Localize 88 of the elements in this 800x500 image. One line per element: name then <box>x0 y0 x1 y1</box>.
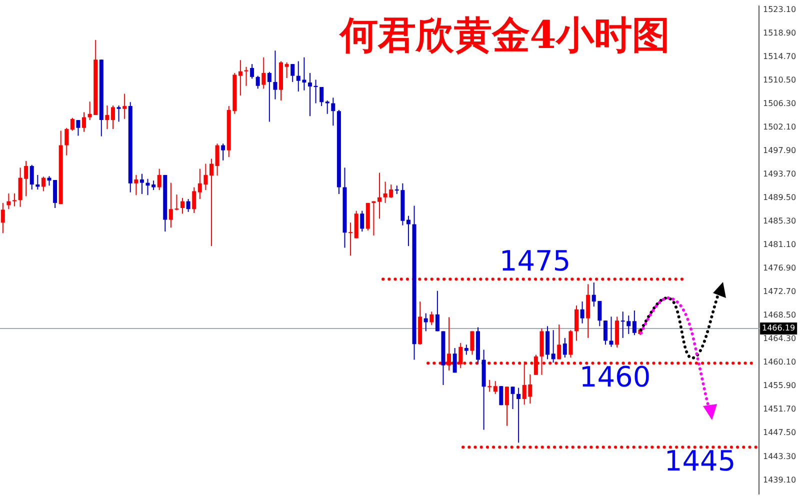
candlestick <box>609 316 614 348</box>
y-tick-label: 1451.70 <box>763 404 796 414</box>
candlestick <box>116 104 121 122</box>
candlestick <box>504 386 509 426</box>
candlestick <box>0 202 5 234</box>
candlestick <box>12 192 16 207</box>
candlestick <box>41 176 46 192</box>
y-tick-label: 1472.70 <box>763 287 796 296</box>
y-tick-label: 1518.90 <box>763 28 796 38</box>
candlestick <box>122 93 127 120</box>
candlestick <box>209 158 214 247</box>
candlestick <box>360 210 364 232</box>
y-tick-label: 1464.30 <box>763 334 796 344</box>
y-tick-label: 1481.10 <box>763 240 796 250</box>
candlestick <box>221 143 226 161</box>
candlestick <box>82 112 86 132</box>
y-tick-label: 1510.50 <box>763 75 796 84</box>
candlestick <box>580 301 584 324</box>
y-tick-label: 1439.10 <box>763 475 796 484</box>
candlestick <box>53 179 58 208</box>
candlestick <box>574 304 578 342</box>
candlestick <box>157 168 162 191</box>
candlestick <box>105 104 110 130</box>
ref-line-label: 1475 <box>499 244 571 278</box>
candlestick <box>424 312 428 332</box>
y-tick-label: 1514.70 <box>763 52 796 61</box>
candlestick <box>493 380 498 394</box>
candlestick <box>546 326 550 360</box>
candlestick <box>30 164 34 190</box>
ref-line-label: 1466.19 <box>762 324 796 333</box>
candlestick <box>632 310 636 336</box>
candlestick <box>152 180 156 191</box>
candlestick <box>325 100 330 114</box>
y-tick-label: 1443.30 <box>763 452 796 461</box>
candlestick <box>110 104 115 130</box>
candlestick <box>378 172 382 220</box>
y-tick-label: 1476.90 <box>763 264 796 273</box>
candlestick <box>262 56 266 90</box>
candlestick <box>348 222 353 256</box>
candlestick <box>192 186 196 214</box>
candlestick <box>320 86 324 107</box>
candlestick <box>308 72 312 117</box>
candlestick <box>284 62 289 79</box>
candlestick <box>250 64 254 80</box>
candlestick <box>562 337 567 358</box>
y-tick-label: 1460.10 <box>763 358 796 367</box>
candlestick <box>267 71 272 122</box>
candlestick <box>435 290 440 332</box>
candlestick <box>586 284 590 338</box>
candlestick <box>215 143 220 176</box>
candlestick <box>430 311 434 326</box>
candlestick <box>256 75 260 90</box>
candlestick <box>180 197 185 214</box>
y-tick-label: 1497.90 <box>763 146 796 155</box>
y-tick-label: 1485.30 <box>763 216 796 226</box>
candlestick <box>238 60 242 96</box>
candlestick <box>557 324 562 360</box>
candlestick <box>568 330 573 358</box>
y-tick-label: 1506.30 <box>763 98 796 108</box>
y-tick-label: 1493.70 <box>763 169 796 178</box>
y-tick-label: 1455.90 <box>763 381 796 390</box>
candlestick <box>331 97 336 126</box>
candlestick <box>70 117 74 132</box>
y-tick-label: 1468.50 <box>763 310 796 320</box>
candlestick <box>510 386 515 410</box>
candlestick <box>551 330 556 364</box>
candlestick <box>273 50 278 100</box>
candlestick <box>452 348 457 374</box>
candlestick <box>603 320 608 346</box>
ref-line-label: 1460 <box>579 360 651 394</box>
candlestick <box>499 386 504 406</box>
candlestick <box>76 120 80 136</box>
y-tick-label: 1502.10 <box>763 122 796 132</box>
candlestick <box>516 387 521 444</box>
candlestick <box>140 173 144 194</box>
candlestick <box>290 64 295 82</box>
candlestick <box>64 127 69 156</box>
candlestick <box>47 176 52 186</box>
candlestick <box>464 344 468 356</box>
candlestick <box>186 198 190 212</box>
y-tick-label: 1523.10 <box>763 4 796 14</box>
candlestick <box>134 174 138 196</box>
candlestick <box>244 66 248 86</box>
y-tick-label: 1447.50 <box>763 428 796 438</box>
y-tick-label: 1489.50 <box>763 192 796 202</box>
chart-title: 何君欣黄金4小时图 <box>338 12 670 57</box>
candlestick <box>470 330 474 356</box>
ref-line-label: 1445 <box>664 444 736 478</box>
